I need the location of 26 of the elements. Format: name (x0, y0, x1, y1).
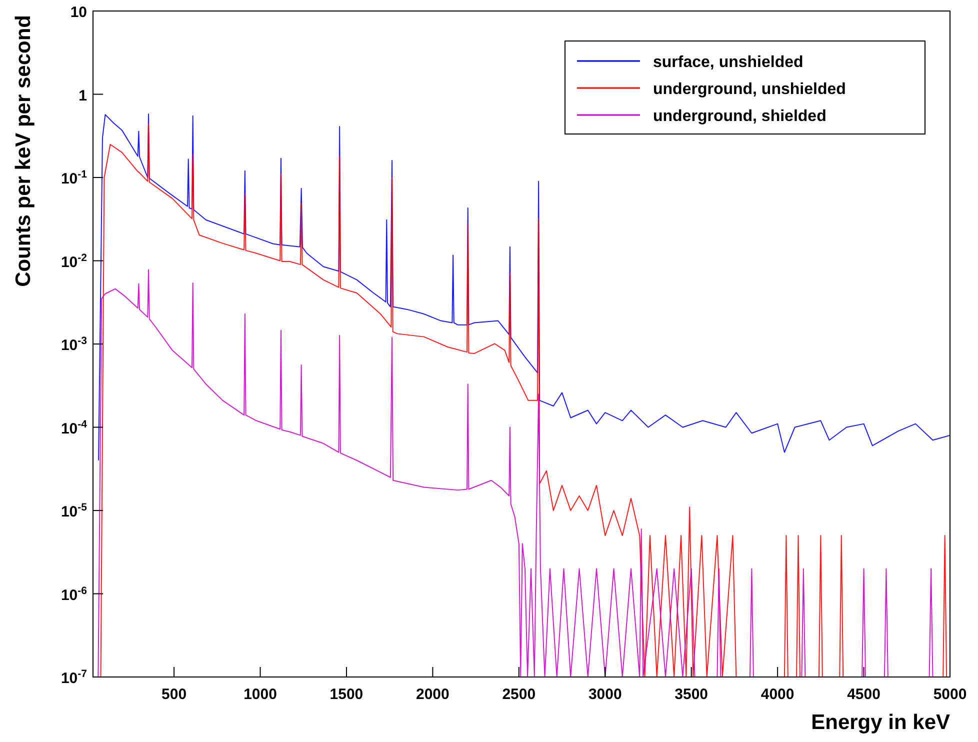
legend-label: underground, shielded (653, 108, 826, 125)
x-tick-label: 2500 (502, 686, 536, 703)
x-tick-label: 5000 (933, 686, 967, 703)
y-tick-label: 10$^{-5}$ (60, 502, 88, 520)
legend-label: surface, unshielded (653, 54, 804, 71)
line-series (100, 123, 948, 677)
x-tick-label: 500 (162, 686, 187, 703)
line-series (98, 269, 934, 677)
y-axis-title: Counts per keV per second (12, 15, 35, 287)
y-tick-label: 10$^{-4}$ (60, 418, 88, 438)
y-tick-label: 10$^{-2}$ (60, 252, 88, 271)
x-tick-label: 1500 (330, 686, 364, 703)
x-tick-label: 4500 (847, 686, 880, 703)
y-tick-label: 10$^{-7}$ (60, 668, 88, 687)
x-axis-title: Energy in keV (811, 711, 950, 734)
y-tick-label: 10 (70, 4, 87, 21)
x-tick-label: 3000 (588, 686, 622, 703)
y-tick-label: 10$^{-3}$ (60, 335, 88, 354)
y-tick-label: 10$^{-1}$ (60, 168, 88, 188)
y-tick-label: 1 (78, 87, 87, 104)
x-tick-label: 2000 (416, 686, 450, 703)
y-tick-label: 10$^{-6}$ (60, 584, 88, 604)
x-tick-label: 3500 (674, 686, 708, 703)
x-tick-label: 1000 (244, 686, 277, 703)
legend-label: underground, unshielded (653, 81, 846, 98)
x-tick-label: 4000 (760, 686, 794, 703)
